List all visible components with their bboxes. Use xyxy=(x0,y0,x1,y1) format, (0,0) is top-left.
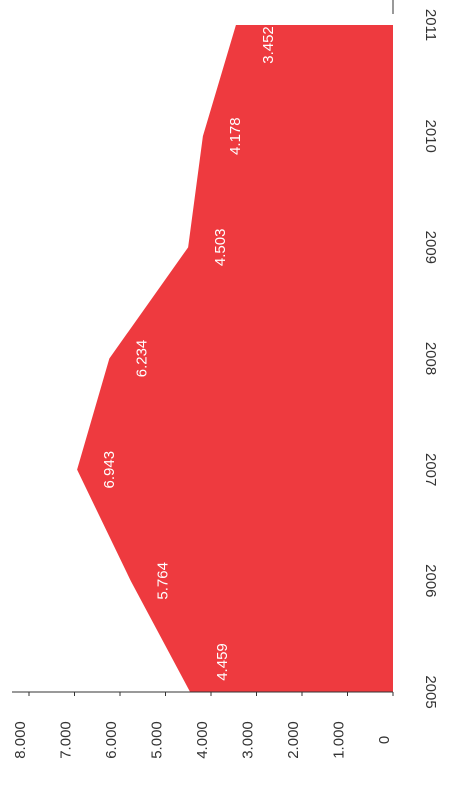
data-label: 3.452 xyxy=(260,26,277,64)
x-tick-label: 2007 xyxy=(422,453,439,486)
y-tick-label: 1.000 xyxy=(330,721,347,759)
data-label: 6.943 xyxy=(101,451,118,489)
y-tick-label: 2.000 xyxy=(285,721,302,759)
area xyxy=(77,25,393,692)
y-tick-label: 5.000 xyxy=(148,721,165,759)
x-tick-label: 2006 xyxy=(422,564,439,597)
x-tick-label: 2010 xyxy=(422,119,439,152)
data-label: 5.764 xyxy=(155,562,172,600)
y-tick-label: 4.000 xyxy=(194,721,211,759)
data-label: 4.503 xyxy=(212,229,229,267)
x-tick-label: 2011 xyxy=(422,9,439,41)
data-label: 4.459 xyxy=(214,643,231,681)
y-tick-label: 8.000 xyxy=(12,721,29,759)
data-label: 4.178 xyxy=(227,117,244,155)
x-tick-label: 2005 xyxy=(422,675,439,708)
y-tick-label: 0 xyxy=(376,736,393,744)
data-label: 6.234 xyxy=(133,340,150,378)
x-tick-label: 2008 xyxy=(422,342,439,375)
x-tick-label: 2009 xyxy=(422,231,439,264)
y-tick-label: 6.000 xyxy=(103,721,120,759)
y-tick-label: 7.000 xyxy=(57,721,74,759)
y-tick-label: 3.000 xyxy=(239,721,256,759)
